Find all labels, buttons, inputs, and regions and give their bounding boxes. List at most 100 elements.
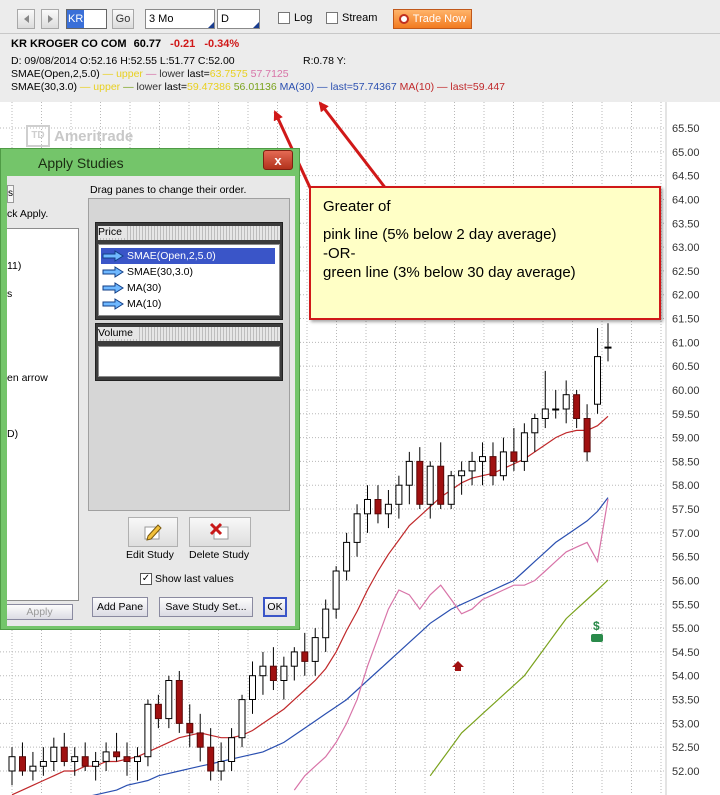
candle-up xyxy=(447,475,455,505)
price-pane-header[interactable]: Price xyxy=(98,226,280,240)
candle-up xyxy=(8,756,16,772)
list-item[interactable]: s xyxy=(7,288,13,300)
dropdown-corner-icon xyxy=(208,22,214,28)
y-tick-label: 57.50 xyxy=(672,504,700,516)
save-study-set-button[interactable]: Save Study Set... xyxy=(159,597,253,617)
quote-change: -0.21 xyxy=(170,38,196,50)
quote-date: D: 09/08/2014 xyxy=(11,55,77,67)
candle-up xyxy=(249,675,256,701)
candle-up xyxy=(228,737,236,763)
dividend-arrow-icon xyxy=(452,661,464,671)
back-button[interactable] xyxy=(17,9,35,29)
quote-close: C:52.00 xyxy=(197,55,235,67)
log-toggle[interactable]: Log xyxy=(278,12,312,24)
study-item-smae-open[interactable]: SMAE(Open,2,5.0) xyxy=(101,248,275,264)
list-item[interactable]: en arrow xyxy=(7,372,48,384)
add-pane-button[interactable]: Add Pane xyxy=(92,597,148,617)
callout-line-1: Greater of xyxy=(323,198,391,215)
smae2-last-label: last= xyxy=(164,81,187,93)
candle-up xyxy=(71,756,79,763)
candle-up xyxy=(384,503,392,515)
candle-up xyxy=(280,665,288,682)
candle-up xyxy=(311,637,319,662)
quote-r-line: R:0.78 Y: xyxy=(303,55,347,67)
log-checkbox[interactable] xyxy=(278,12,290,24)
y-tick-label: 57.00 xyxy=(672,528,700,540)
left-tab[interactable]: s xyxy=(7,185,14,203)
dialog-title: Apply Studies xyxy=(38,155,124,171)
smae2-legend: SMAE(30,3.0) — upper — lower last=59.473… xyxy=(11,81,506,93)
trade-now-button[interactable]: Trade Now xyxy=(393,9,472,29)
y-tick-label: 60.00 xyxy=(672,385,700,397)
available-studies-list[interactable]: 11) s en arrow D) xyxy=(7,228,79,601)
stream-checkbox[interactable] xyxy=(326,12,338,24)
y-tick-label: 53.50 xyxy=(672,695,700,707)
candle-down xyxy=(374,499,382,515)
candle-down xyxy=(175,680,183,724)
smae30-lower-line xyxy=(429,579,609,777)
callout-box: Greater of pink line (5% below 2 day ave… xyxy=(309,186,661,320)
candle-down xyxy=(19,756,26,772)
edit-study-label[interactable]: Edit Study xyxy=(126,549,174,561)
study-item-smae-30[interactable]: SMAE(30,3.0) xyxy=(101,264,275,280)
y-tick-label: 52.50 xyxy=(672,742,700,754)
candle-up xyxy=(29,765,37,772)
y-tick-label: 54.00 xyxy=(672,671,700,683)
period-select[interactable]: 3 Mo xyxy=(145,9,215,29)
ameritrade-watermark: TD Ameritrade xyxy=(26,125,133,147)
ok-button[interactable]: OK xyxy=(263,597,287,617)
candle-down xyxy=(301,651,309,662)
list-item[interactable]: 11) xyxy=(7,260,22,272)
interval-value: D xyxy=(221,13,229,25)
candle-up xyxy=(217,761,225,772)
candle-down xyxy=(269,665,277,682)
go-button[interactable]: Go xyxy=(112,9,134,29)
smae2-name: SMAE(30,3.0) xyxy=(11,81,77,93)
left-hint: ck Apply. xyxy=(7,208,49,220)
delete-study-label[interactable]: Delete Study xyxy=(189,549,250,561)
candle-down xyxy=(123,756,131,763)
edit-study-button[interactable] xyxy=(128,517,178,547)
arrow-left-icon xyxy=(23,15,29,23)
volume-pane-label: Volume xyxy=(98,327,138,339)
y-tick-label: 54.50 xyxy=(672,647,700,659)
smae2-lower-label: lower xyxy=(136,81,162,93)
candle-up xyxy=(92,761,100,767)
candle-down xyxy=(60,746,68,763)
candle-up xyxy=(458,470,466,477)
delete-study-button[interactable] xyxy=(189,517,251,547)
smae1-last-lower: 57.7125 xyxy=(250,68,289,80)
smae2-last-upper: 59.47386 xyxy=(187,81,231,93)
quote-symbol: KR xyxy=(11,38,27,50)
show-last-values-toggle[interactable]: ✓ Show last values xyxy=(140,573,234,585)
price-studies-list[interactable]: SMAE(Open,2,5.0) SMAE(30,3.0) MA(30) MA(… xyxy=(98,244,280,316)
quote-low: L:51.77 xyxy=(159,55,195,67)
y-tick-label: 64.00 xyxy=(672,194,700,206)
study-item-ma10[interactable]: MA(10) xyxy=(101,296,275,312)
ma30-line xyxy=(92,497,609,795)
log-label: Log xyxy=(294,12,313,24)
apply-label: Apply xyxy=(26,606,53,618)
apply-button[interactable]: Apply xyxy=(7,604,73,620)
candle-up xyxy=(322,608,330,639)
candle-down xyxy=(154,703,162,720)
symbol-input[interactable]: KR xyxy=(66,9,107,29)
candle-up xyxy=(364,499,371,515)
arrow-to-ma30 xyxy=(318,101,392,195)
edit-icon xyxy=(144,524,162,541)
forward-button[interactable] xyxy=(41,9,59,29)
volume-pane-header[interactable]: Volume xyxy=(98,327,280,341)
checkmark-icon[interactable]: ✓ xyxy=(140,573,152,585)
smae1-upper-label: upper xyxy=(116,68,143,80)
y-tick-label: 64.50 xyxy=(672,171,700,183)
dialog-close-button[interactable]: x xyxy=(263,150,293,170)
stream-toggle[interactable]: Stream xyxy=(326,12,377,24)
study-item-ma30[interactable]: MA(30) xyxy=(101,280,275,296)
volume-studies-list[interactable] xyxy=(98,346,280,377)
y-tick-label: 61.50 xyxy=(672,314,700,326)
candle-up xyxy=(541,408,549,419)
interval-select[interactable]: D xyxy=(217,9,260,29)
candle-down xyxy=(207,746,215,772)
list-item[interactable]: D) xyxy=(7,428,19,440)
y-tick-label: 58.50 xyxy=(672,456,700,468)
